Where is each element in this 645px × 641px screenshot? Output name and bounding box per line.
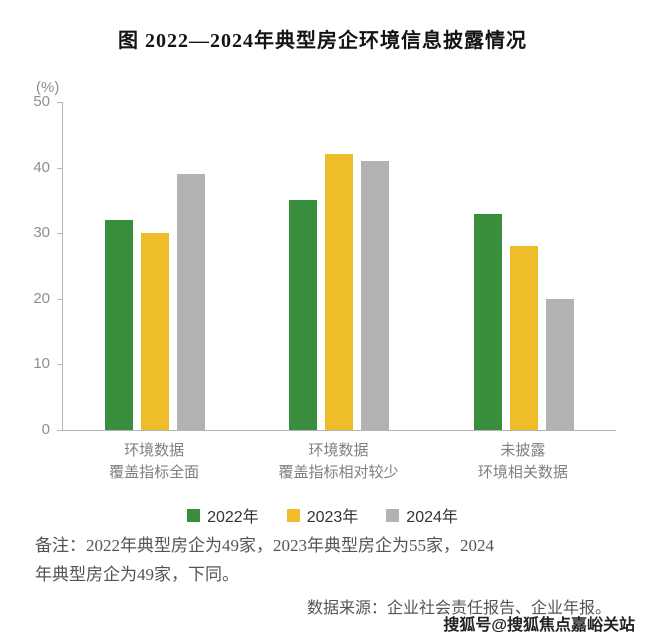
y-axis-unit-label: (%) bbox=[36, 79, 60, 96]
legend-swatch-2023 bbox=[286, 508, 300, 522]
y-tick-label: 40 bbox=[33, 158, 50, 176]
legend-item-2023: 2023年 bbox=[286, 503, 359, 527]
y-tick-mark bbox=[57, 233, 63, 235]
y-tick-label: 10 bbox=[33, 355, 50, 373]
y-tick-mark bbox=[57, 102, 63, 103]
x-category-label-2: 环境数据 覆盖指标相对较少 bbox=[278, 442, 399, 481]
y-tick-mark bbox=[57, 167, 63, 169]
chart-title: 图 2022—2024年典型房企环境信息披露情况 bbox=[118, 30, 527, 52]
y-tick-mark bbox=[57, 298, 63, 300]
bar-group-1 bbox=[63, 102, 247, 430]
legend-swatch-2024 bbox=[386, 508, 400, 522]
y-tick-label: 50 bbox=[33, 93, 50, 110]
x-axis-labels: 环境数据 覆盖指标全面 环境数据 覆盖指标相对较少 未披露 环境相关数据 bbox=[62, 440, 615, 484]
bar-2022-group1 bbox=[105, 220, 134, 430]
note-line-2: 年典型房企为49家，下同。 bbox=[35, 565, 239, 584]
bar-2023-group1 bbox=[141, 233, 170, 430]
legend-item-2022: 2022年 bbox=[187, 503, 259, 527]
data-source: 数据来源：企业社会责任报告、企业年报。 bbox=[306, 600, 611, 617]
bar-groups bbox=[63, 102, 616, 430]
y-tick-mark bbox=[57, 430, 63, 431]
bar-2022-group3 bbox=[473, 213, 502, 430]
chart-legend: 2022年 2023年 2024年 bbox=[0, 503, 645, 527]
y-tick-label: 30 bbox=[33, 224, 50, 242]
bar-group-2 bbox=[247, 102, 431, 430]
note-text: 备注：2022年典型房企为49家，2023年典型房企为55家，2024 年典型房… bbox=[35, 531, 623, 589]
legend-swatch-2022 bbox=[187, 508, 201, 522]
x-category-label-1: 环境数据 覆盖指标全面 bbox=[109, 442, 200, 481]
bar-2024-group3 bbox=[545, 298, 574, 430]
x-category-label-3: 未披露 环境相关数据 bbox=[477, 442, 568, 481]
y-tick-mark bbox=[57, 364, 63, 366]
y-tick-label: 0 bbox=[41, 421, 50, 438]
watermark: 搜狐号@搜狐焦点嘉峪关站 bbox=[443, 617, 635, 634]
bar-2023-group2 bbox=[325, 154, 354, 430]
bar-group-3 bbox=[432, 102, 616, 430]
bar-2024-group2 bbox=[361, 161, 390, 430]
legend-label: 2024年 bbox=[406, 509, 458, 526]
note-line-1: 备注：2022年典型房企为49家，2023年典型房企为55家，2024 bbox=[35, 536, 494, 555]
legend-item-2024: 2024年 bbox=[386, 503, 458, 527]
bar-2023-group3 bbox=[509, 246, 538, 430]
plot-area: 0 10 20 30 40 50 bbox=[33, 93, 616, 438]
legend-label: 2022年 bbox=[207, 509, 259, 526]
y-tick-label: 20 bbox=[33, 289, 50, 307]
bar-2022-group2 bbox=[289, 200, 318, 430]
legend-label: 2023年 bbox=[306, 509, 359, 526]
bar-2024-group1 bbox=[177, 174, 206, 430]
